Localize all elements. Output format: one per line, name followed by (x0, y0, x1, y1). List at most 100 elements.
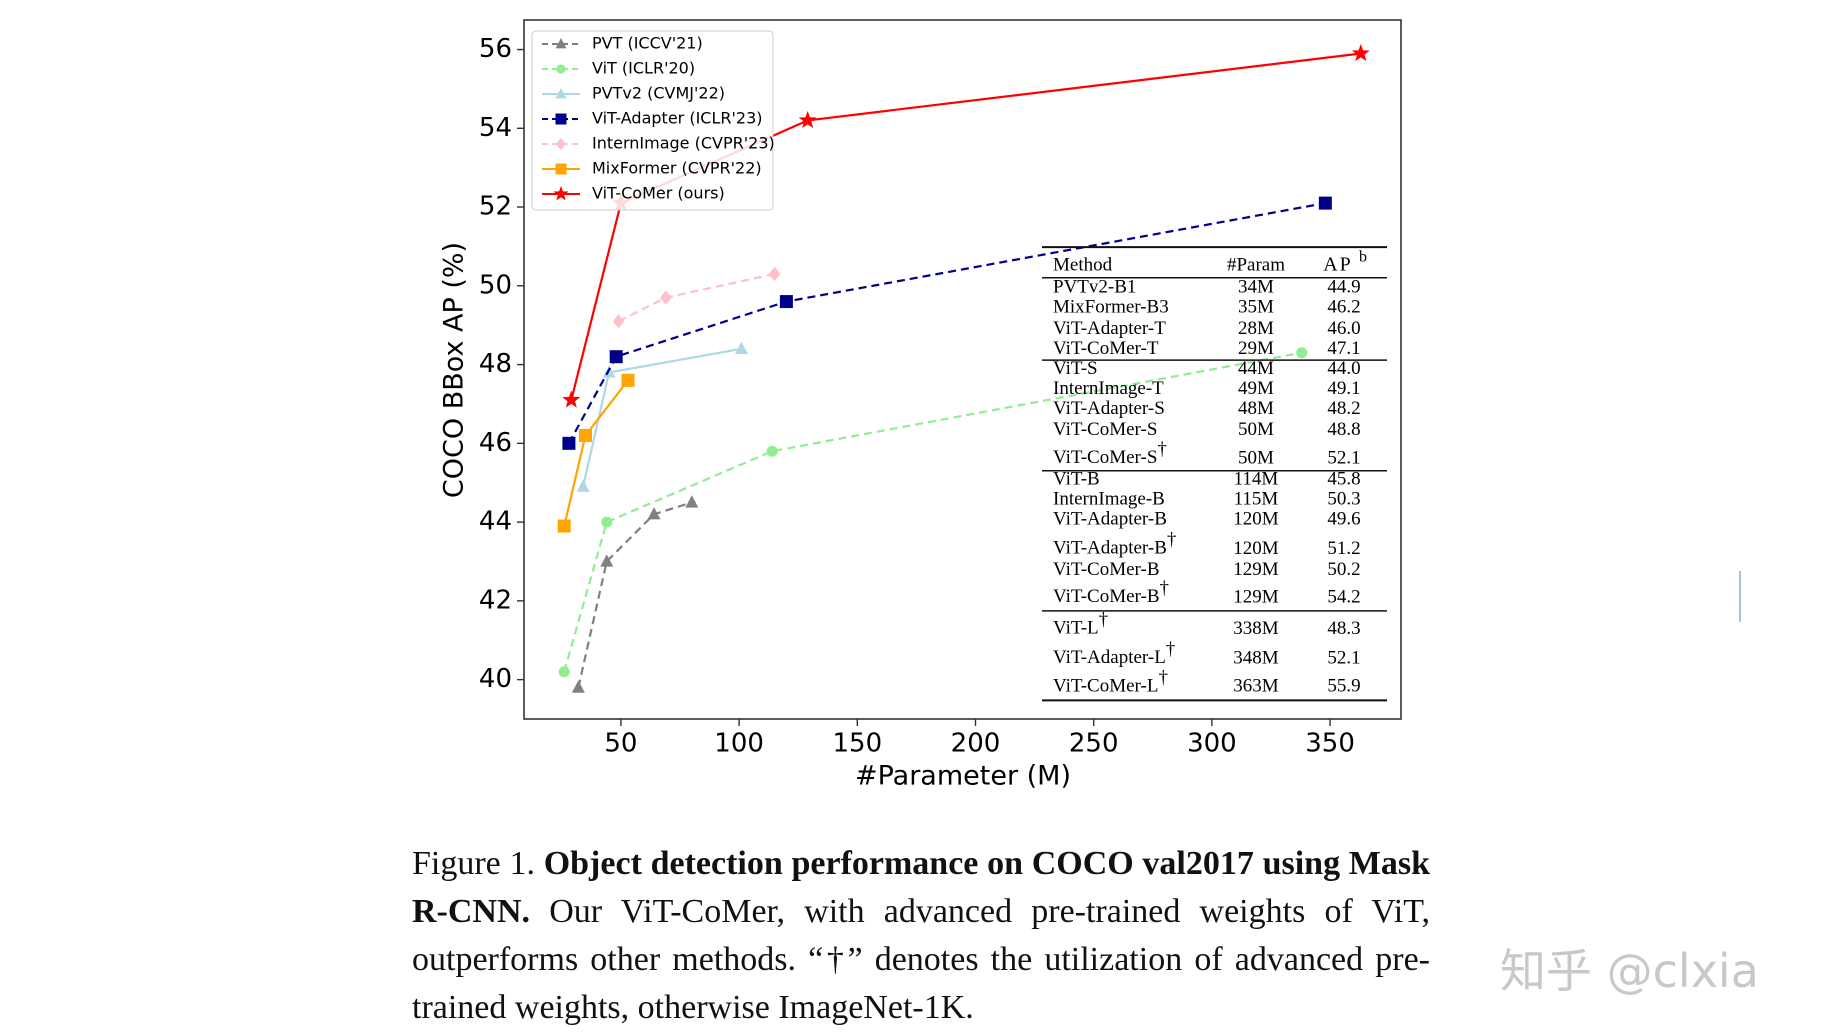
legend-marker (556, 64, 566, 74)
marker (601, 516, 613, 528)
table-cell: 45.8 (1327, 469, 1360, 490)
marker (612, 314, 625, 329)
table-cell: 48M (1238, 398, 1274, 419)
table-cell: ViT-L† (1053, 610, 1108, 639)
table-cell: 50.3 (1327, 489, 1360, 510)
y-tick-label: 42 (479, 585, 512, 615)
table-cell: 54.2 (1327, 586, 1360, 607)
table-cell: 338M (1233, 618, 1279, 639)
legend-marker (555, 163, 567, 175)
table-cell: 49.6 (1327, 509, 1360, 530)
marker (600, 554, 614, 567)
legend-label: ViT-CoMer (ours) (592, 184, 725, 203)
marker (734, 341, 748, 355)
series-line (618, 272, 775, 323)
table-cell: 44.0 (1327, 358, 1360, 379)
x-tick-label: 50 (604, 729, 637, 759)
legend-label: ViT-Adapter (ICLR'23) (592, 109, 763, 128)
table-cell: 28M (1238, 318, 1274, 339)
legend-label: ViT (ICLR'20) (592, 59, 695, 78)
table-cell: 51.2 (1327, 538, 1360, 559)
table-cell: 120M (1233, 538, 1279, 559)
y-tick-label: 46 (479, 428, 512, 458)
table-cell: 50M (1238, 419, 1274, 440)
table-cell: 55.9 (1327, 676, 1360, 697)
table-cell: 44.9 (1327, 277, 1360, 298)
marker (576, 479, 590, 492)
y-tick-label: 48 (479, 349, 512, 379)
table-cell: 48.8 (1327, 419, 1360, 440)
table-cell: ViT-CoMer-S† (1053, 439, 1167, 468)
table-cell: ViT-Adapter-B (1053, 509, 1167, 530)
table-cell: ViT-CoMer-L† (1053, 668, 1168, 697)
table-cell: 50M (1238, 447, 1274, 468)
table-cell: 52.1 (1327, 647, 1360, 668)
marker (621, 373, 635, 387)
table-cell: 114M (1234, 469, 1279, 490)
marker (1318, 196, 1332, 210)
legend-marker (555, 113, 567, 125)
plot-frame (523, 19, 1402, 720)
table-cell: PVTv2-B1 (1053, 277, 1136, 298)
table-cell: 48.3 (1327, 618, 1360, 639)
table-cell: 46.2 (1327, 297, 1360, 318)
legend-marker (556, 137, 566, 151)
legend-label: InternImage (CVPR'23) (592, 134, 775, 153)
x-tick-label: 250 (1069, 729, 1119, 759)
table-cell: ViT-CoMer-B† (1053, 578, 1169, 607)
marker (659, 290, 672, 305)
table-cell: ViT-Adapter-B† (1053, 530, 1176, 559)
marker (562, 436, 576, 450)
y-tick-label: 50 (479, 270, 512, 300)
table-cell: MixFormer-B3 (1053, 297, 1169, 318)
legend-label: PVT (ICCV'21) (592, 34, 703, 53)
marker (766, 445, 778, 457)
x-axis-label: #Parameter (M) (855, 761, 1071, 792)
x-tick-label: 100 (714, 729, 764, 759)
legend-box (531, 30, 774, 211)
table-header: Method (1053, 254, 1113, 275)
table-cell: 46.0 (1327, 318, 1360, 339)
caption-text: Our ViT-CoMer, with advanced pre-trained… (412, 893, 1430, 1026)
table-cell: ViT-Adapter-T (1053, 318, 1166, 339)
series-line (563, 351, 1302, 673)
table-cell: 115M (1234, 489, 1279, 510)
caption-label: Figure 1. (412, 845, 535, 882)
table-cell: InternImage-B (1053, 489, 1165, 510)
table-cell: 44M (1238, 358, 1274, 379)
table-cell: ViT-CoMer-B (1053, 559, 1160, 580)
marker (798, 110, 817, 129)
marker (779, 295, 793, 309)
y-tick-label: 40 (479, 664, 512, 694)
marker (685, 495, 699, 508)
caption: Figure 1. Object detection performance o… (412, 840, 1430, 1032)
marker (1351, 44, 1370, 62)
table-cell: ViT-B (1053, 469, 1100, 490)
y-tick-label: 56 (479, 34, 512, 64)
y-tick-label: 44 (479, 507, 512, 537)
y-tick-label: 54 (479, 113, 512, 143)
table-cell: 49M (1238, 378, 1274, 399)
table-cell: 29M (1238, 338, 1274, 359)
table-cell: 120M (1233, 509, 1279, 530)
table-cell: ViT-Adapter-S (1053, 398, 1165, 419)
marker (609, 350, 623, 364)
x-tick-label: 150 (832, 729, 882, 759)
x-tick-label: 350 (1305, 729, 1355, 759)
table-cell: 47.1 (1327, 338, 1360, 359)
marker (557, 519, 571, 533)
caption-bold: Object detection performance on COCO val… (412, 845, 1431, 930)
legend-marker (555, 87, 567, 99)
table-cell: 35M (1238, 297, 1274, 318)
legend-marker (553, 186, 569, 201)
table-cell: ViT-S (1053, 358, 1098, 379)
table-cell: 129M (1233, 586, 1279, 607)
table-cell: 48.2 (1327, 398, 1360, 419)
series-line (567, 202, 1326, 444)
x-tick-label: 200 (951, 729, 1001, 759)
table-cell: 348M (1233, 647, 1279, 668)
watermark: 知乎 @clxia (1500, 944, 1759, 998)
y-axis-label: COCO BBox AP (%) (439, 242, 470, 498)
legend-marker (555, 37, 567, 49)
